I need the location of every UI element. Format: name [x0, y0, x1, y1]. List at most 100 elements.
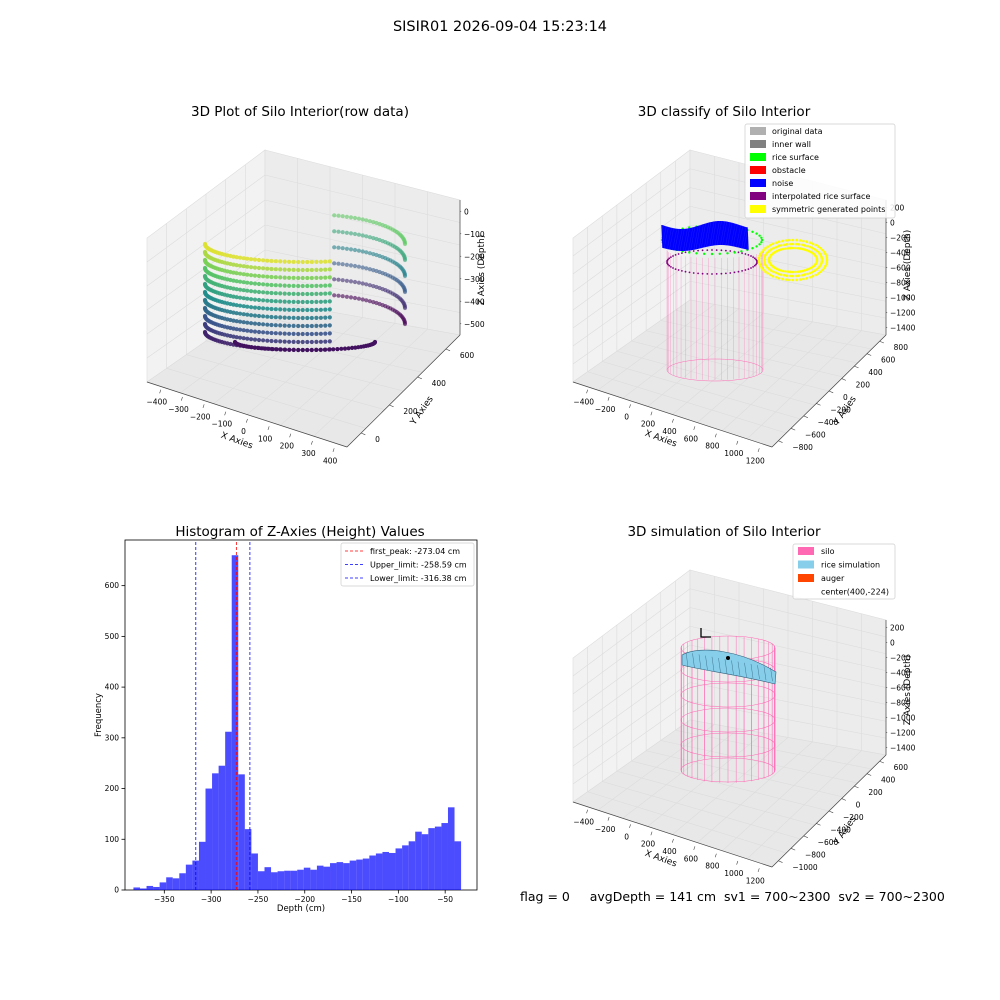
cls-sym-261: [768, 273, 772, 277]
histogram-bar-47: [441, 823, 448, 890]
cls-sym-319: [779, 244, 783, 247]
cls-noise-156: [699, 225, 702, 249]
cls-noise-160: [704, 223, 707, 247]
cls-interp-57: [667, 258, 669, 261]
sim-y-tick-7: 400: [881, 776, 896, 785]
raw-point-684: [274, 347, 279, 352]
raw-point-405: [296, 331, 301, 337]
cls-interp-31: [747, 268, 750, 270]
histogram-ytick-label-2: 200: [105, 784, 120, 793]
cls-noise-154: [697, 225, 700, 249]
cls-interp-29: [752, 266, 754, 268]
cls-sym-256: [777, 272, 780, 276]
raw-point-695: [322, 347, 327, 352]
raw-point-476: [323, 323, 328, 328]
raw-point-379: [287, 315, 292, 320]
raw-point-330: [269, 306, 274, 312]
raw-point-692: [309, 347, 314, 353]
raw-point-343: [273, 315, 278, 320]
raw-point-446: [314, 275, 319, 280]
cls-sym-294: [759, 252, 762, 256]
cls-noise-178: [726, 221, 729, 246]
cls-noise-129: [666, 226, 669, 250]
raw-point-451: [314, 315, 319, 320]
cls-interp-47: [681, 270, 683, 272]
cls-interp-84: [755, 259, 758, 262]
classify-3d-points: [660, 220, 829, 382]
raw-point-307: [261, 314, 266, 319]
raw-point-325: [269, 266, 274, 272]
raw-point-310: [261, 338, 266, 343]
cls-interp-43: [697, 272, 699, 275]
cls-interp-33: [741, 270, 743, 272]
raw-point-694: [318, 347, 323, 352]
raw-point-459: [318, 283, 323, 288]
raw-point-352: [278, 291, 283, 296]
raw-point-662: [402, 273, 408, 279]
raw-point-437: [309, 299, 314, 305]
sim-center-marker: [726, 656, 730, 660]
cls-sym-346: [806, 244, 809, 248]
cls-noise-172: [719, 220, 722, 246]
histogram-bar-3: [153, 886, 160, 890]
cls-sym-252: [777, 277, 781, 280]
classify-3d-ticks: −400−200020040060080010001200−800−600−40…: [573, 204, 915, 466]
raw-point-341: [273, 299, 278, 304]
raw-3d-xlabel: X Axies: [219, 431, 254, 452]
sim-rice-grid-42: [718, 657, 721, 673]
raw-point-490: [327, 339, 332, 344]
raw-point-516: [348, 215, 354, 220]
cls-sym-246: [784, 278, 788, 281]
cls-rice-91: [740, 250, 743, 253]
cls-sym-223: [808, 271, 812, 275]
raw-point-302: [261, 274, 266, 279]
cls-noise-149: [690, 227, 694, 251]
cls-noise-181: [730, 222, 733, 247]
cls-sym-239: [794, 270, 797, 274]
cls-sym-251: [784, 270, 787, 273]
raw-point-462: [318, 307, 323, 312]
sim-rice-grid-47: [750, 663, 754, 679]
raw-point-274: [249, 337, 254, 342]
raw-point-235: [238, 311, 243, 316]
cls-noise-132: [669, 227, 673, 250]
cls-sym-253: [779, 273, 783, 276]
raw-point-380: [287, 323, 292, 328]
raw-point-223: [234, 311, 239, 316]
histogram-ytick-label-6: 600: [105, 581, 120, 590]
raw-point-690: [300, 347, 305, 353]
cls-sym-229: [803, 273, 807, 276]
raw-point-303: [261, 282, 266, 287]
cls-sym-288: [757, 256, 761, 260]
raw-point-392: [291, 323, 296, 328]
raw-point-474: [323, 307, 328, 312]
raw-point-693: [314, 347, 319, 352]
cls-sym-207: [822, 266, 826, 270]
cls-sym-210: [821, 268, 824, 272]
raw-point-243: [241, 280, 246, 285]
raw-point-220: [234, 287, 239, 292]
raw-point-678: [252, 345, 257, 350]
cls-sym-324: [784, 239, 788, 242]
raw-point-308: [261, 322, 266, 327]
raw-point-233: [238, 295, 243, 300]
cls-noise-180: [729, 222, 732, 246]
raw-point-507: [340, 262, 345, 267]
cls-interp-64: [684, 251, 687, 254]
raw-point-313: [265, 266, 270, 271]
sim-legend-label-3: center(400,-224): [821, 588, 889, 597]
raw-point-406: [296, 339, 301, 345]
cls-noise-145: [685, 228, 689, 251]
sim-y-tick-1: −800: [805, 850, 826, 859]
raw-point-226: [234, 335, 239, 340]
raw-point-326: [269, 274, 274, 280]
raw-point-517: [348, 231, 354, 236]
raw-point-478: [323, 339, 328, 344]
simulation-3d-title: 3D simulation of Silo Interior: [627, 524, 821, 540]
raw-point-225: [234, 327, 239, 332]
raw-point-384: [291, 259, 296, 264]
cls-sym-320: [781, 247, 785, 251]
sim-silo-ring-5: [680, 757, 776, 783]
raw-point-209: [231, 294, 236, 299]
cls-x-tick-8: 1200: [746, 456, 765, 465]
